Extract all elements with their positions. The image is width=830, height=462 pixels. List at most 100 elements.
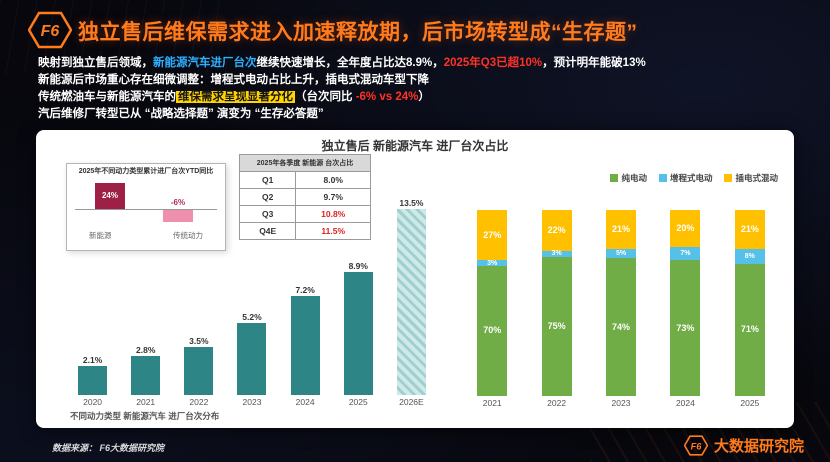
yearly-x-label: 2025 xyxy=(348,397,368,407)
chart-card: 独立售后 新能源汽车 进厂台次占比 2025年不同动力类型累计进厂台次YTD同比… xyxy=(36,130,794,428)
line3-lead: 传统燃油车与新能源汽车的 xyxy=(38,91,176,103)
qtable-body: Q1 8.0% Q2 9.7% Q3 10.8% Q4E 11.5% xyxy=(238,171,371,240)
powertrain-bar: 21% 8% 71% xyxy=(718,210,782,396)
powertrain-x-labels: 2021 2022 2023 2024 2025 xyxy=(460,396,782,408)
line1-tail: ，预计明年能破13% xyxy=(542,57,646,69)
stack-segment: 3% xyxy=(477,260,508,266)
stack-segment: 7% xyxy=(670,247,701,261)
legend-item: 插电式混动 xyxy=(724,172,778,184)
powertrain-bar: 21% 5% 74% xyxy=(589,210,653,396)
yearly-x-label: 2023 xyxy=(242,397,262,407)
yearly-x-label: 2024 xyxy=(295,397,315,407)
powertrain-x-label: 2023 xyxy=(611,398,631,408)
data-source-note: 数据来源： F6大数据研究院 xyxy=(52,443,165,453)
ytd-comparison-box: 2025年不同动力类型累计进厂台次YTD同比 24% -6% 新能源 传统动力 xyxy=(66,163,226,251)
ytd-category-new-energy: 新能源 xyxy=(89,230,112,240)
line3-highlight-yoy: -6% vs 24% xyxy=(355,91,419,103)
legend-swatch xyxy=(610,174,619,182)
stack-segment: 74% xyxy=(606,258,637,396)
yearly-x-label: 2020 xyxy=(83,397,103,407)
yearly-bar: 8.9% xyxy=(332,261,385,395)
legend-item: 纯电动 xyxy=(610,172,647,184)
line4-quote-survival: “生存必答题” xyxy=(254,108,324,120)
line3-paren-open: （台次同比 xyxy=(295,91,356,103)
stack-segment: 21% xyxy=(606,210,637,250)
ytd-negative-value: -6% xyxy=(170,197,186,207)
legend-label: 增程式电动 xyxy=(669,173,713,183)
ytd-plot: 24% -6% xyxy=(73,180,219,228)
line1-highlight-nev-volume: 新能源汽车进厂台次 xyxy=(153,57,257,69)
insight-line-2: 新能源后市场重心存在细微调整：增程式电动占比上升，插电式混动车型下降 xyxy=(38,74,429,86)
ytd-category-traditional: 传统动力 xyxy=(173,230,203,240)
qtable-row: Q1 8.0% xyxy=(238,171,371,189)
stack-segment: 5% xyxy=(606,249,637,259)
legend-swatch xyxy=(658,174,667,182)
yearly-bars: 2.1% 2.8% 3.5% 5.2% 7.2% 8.9% 13.5% xyxy=(66,195,438,395)
ytd-positive-value: 24% xyxy=(101,191,118,201)
legend-item: 增程式电动 xyxy=(658,172,713,184)
powertrain-legend: 纯电动 增程式电动 插电式混动 xyxy=(460,172,782,184)
yearly-bar-chart: 2.1% 2.8% 3.5% 5.2% 7.2% 8.9% 13.5% 2020 2021 20… xyxy=(66,195,438,422)
powertrain-bar: 20% 7% 73% xyxy=(653,210,717,396)
powertrain-mix-chart: 纯电动 增程式电动 插电式混动 27% 3% 70% 22% 3% 75% 21% 5% 74% 20… xyxy=(460,172,782,408)
ytd-category-labels: 新能源 传统动力 xyxy=(73,230,219,241)
yearly-x-labels: 2020 2021 2022 2023 2024 2025 2026E xyxy=(66,395,438,407)
insight-line-3: 传统燃油车与新能源汽车的 维保需求呈现显著分化 （台次同比 -6% vs 24%） xyxy=(38,91,816,105)
yearly-bar: 13.5% xyxy=(385,198,438,395)
yearly-chart-caption: 不同动力类型 新能源汽车 进厂台次分布 xyxy=(70,411,220,421)
ytd-bar-negative xyxy=(163,209,193,222)
stack-segment: 75% xyxy=(541,256,572,396)
stack-segment: 27% xyxy=(477,210,508,261)
stack-segment: 73% xyxy=(670,260,701,396)
stack-segment: 20% xyxy=(670,210,701,248)
quarterly-share-table: 2025年各季度 新能源 台次占比 Q1 8.0% Q2 9.7% Q3 10.8% Q4E… xyxy=(238,154,371,240)
stack-segment: 70% xyxy=(477,265,508,396)
insight-line-4: 汽后维修厂转型已从 “战略选择题” 演变为 “生存必答题” xyxy=(38,108,816,122)
brand-footer: F6 大数据研究院 xyxy=(683,435,804,456)
powertrain-bar: 27% 3% 70% xyxy=(460,210,524,396)
f6-logo-text: F6 xyxy=(41,23,60,40)
legend-label: 纯电动 xyxy=(621,173,647,183)
ytd-box-title: 2025年不同动力类型累计进厂台次YTD同比 xyxy=(78,168,214,175)
yearly-x-label: 2026E xyxy=(399,397,424,407)
yearly-bar: 7.2% xyxy=(279,285,332,395)
powertrain-bars: 27% 3% 70% 22% 3% 75% 21% 5% 74% 20% 7% 73% 21% 8% 71% xyxy=(460,210,782,396)
line1-lead: 映射到独立售后领域， xyxy=(38,57,153,69)
legend-swatch xyxy=(724,174,733,182)
stack-segment: 8% xyxy=(734,249,765,264)
qtable-row: Q4E 11.5% xyxy=(238,222,371,240)
yearly-bar: 5.2% xyxy=(225,312,278,395)
f6-logo-icon: F6 xyxy=(28,11,72,49)
line4-quote-strategy: “战略选择题” xyxy=(144,108,214,120)
line1-mid: 继续快速增长，全年度占比达8.9%， xyxy=(256,57,444,69)
ytd-bar-positive: 24% xyxy=(95,182,125,209)
powertrain-x-label: 2021 xyxy=(482,398,502,408)
powertrain-x-label: 2024 xyxy=(675,398,695,408)
qtable-row: Q2 9.7% xyxy=(238,188,371,206)
chart-card-title: 独立售后 新能源汽车 进厂台次占比 xyxy=(321,139,509,153)
insight-text-block: 映射到独立售后领域，新能源汽车进厂台次继续快速增长，全年度占比达8.9%，202… xyxy=(38,57,816,125)
brand-name: 大数据研究院 xyxy=(713,438,804,455)
powertrain-x-label: 2022 xyxy=(547,398,567,408)
stack-segment: 3% xyxy=(541,250,572,257)
yearly-bar: 2.8% xyxy=(119,345,172,395)
ytd-axis-line xyxy=(75,208,217,210)
yearly-bar: 3.5% xyxy=(172,336,225,395)
line4-lead: 汽后维修厂转型已从 xyxy=(38,108,145,120)
stack-segment: 22% xyxy=(541,210,572,251)
brand-f6-logo-text: F6 xyxy=(691,441,703,451)
qtable-row: Q3 10.8% xyxy=(238,205,371,223)
legend-label: 插电式混动 xyxy=(735,173,778,183)
line3-paren-close: ） xyxy=(418,91,430,103)
page-title: 独立售后维保需求进入加速释放期，后市场转型成“生存题” xyxy=(78,21,638,44)
insight-line-1: 映射到独立售后领域，新能源汽车进厂台次继续快速增长，全年度占比达8.9%，202… xyxy=(38,57,816,71)
powertrain-x-label: 2025 xyxy=(740,398,760,408)
yearly-bar: 2.1% xyxy=(66,355,119,395)
stack-segment: 71% xyxy=(734,263,765,396)
powertrain-bar: 22% 3% 75% xyxy=(524,210,588,396)
yearly-x-label: 2022 xyxy=(189,397,209,407)
line4-mid: 演变为 xyxy=(213,108,255,120)
line1-highlight-q3: 2025年Q3已超10% xyxy=(443,57,543,69)
yearly-x-label: 2021 xyxy=(136,397,156,407)
